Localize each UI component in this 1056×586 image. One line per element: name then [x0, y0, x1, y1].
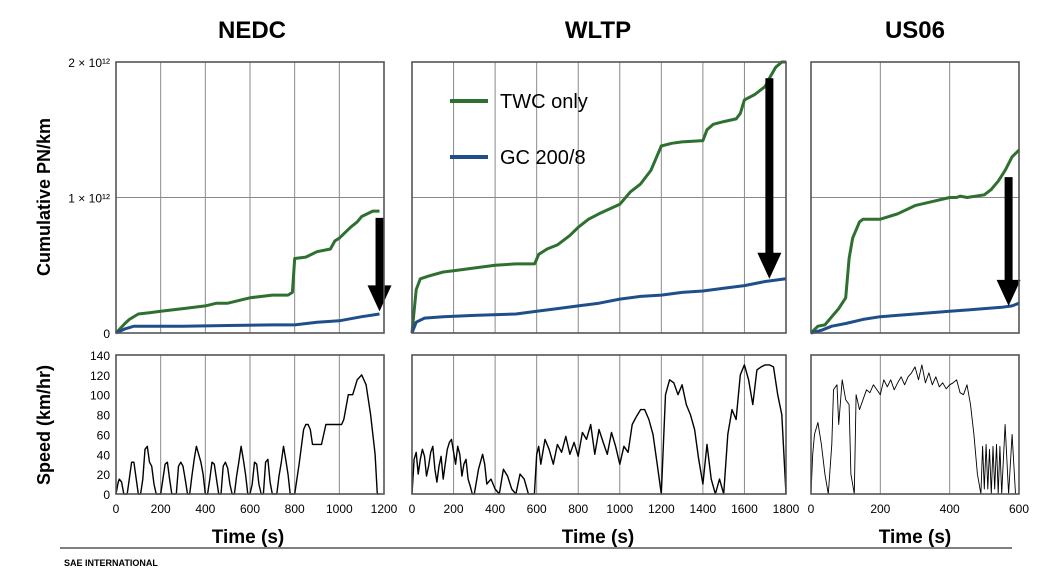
y-tick-label-bottom: 0	[103, 488, 110, 502]
reduction-arrow-head-wltp	[757, 252, 782, 279]
y-tick-label-bottom: 40	[97, 448, 111, 462]
x-tick-label-wltp: 0	[409, 502, 416, 516]
x-tick-label-wltp: 1800	[773, 502, 800, 516]
x-tick-label-wltp: 1000	[606, 502, 633, 516]
speed-trace-wltp	[411, 364, 787, 495]
top-plot-frame-wltp	[411, 61, 787, 334]
speed-trace-us06	[810, 364, 1019, 495]
bottom-plot-frame-wltp	[411, 354, 787, 495]
x-tick-label-wltp: 1400	[690, 502, 717, 516]
x-tick-label-wltp: 800	[568, 502, 588, 516]
y-tick-label-bottom: 20	[97, 468, 111, 482]
x-tick-label-nedc: 0	[113, 502, 120, 516]
x-tick-label-us06: 200	[870, 502, 890, 516]
x-tick-label-wltp: 400	[485, 502, 505, 516]
y-tick-label-top: 0	[103, 327, 110, 341]
x-tick-label-wltp: 600	[527, 502, 547, 516]
series-line-gc-200-8-wltp	[410, 277, 787, 334]
reduction-arrow-head-us06	[996, 279, 1021, 306]
y-tick-label-bottom: 80	[97, 409, 111, 423]
bottom-plot-frame-us06	[810, 354, 1020, 495]
x-axis-label-nedc: Time (s)	[212, 527, 285, 548]
y-tick-label-bottom: 100	[90, 389, 110, 403]
x-tick-label-nedc: 1000	[326, 502, 353, 516]
x-axis-label-us06: Time (s)	[879, 527, 952, 548]
panel-title-wltp: WLTP	[565, 17, 631, 44]
legend-label-twc-only: TWC only	[500, 91, 588, 113]
x-tick-label-nedc: 800	[285, 502, 305, 516]
x-tick-label-us06: 0	[808, 502, 815, 516]
y-tick-label-top: 2 × 10¹²	[68, 56, 110, 70]
legend-label-gc-200-8: GC 200/8	[500, 147, 586, 169]
top-plot-frame-us06	[810, 61, 1020, 334]
x-tick-label-us06: 600	[1009, 502, 1029, 516]
x-tick-label-nedc: 1200	[371, 502, 398, 516]
series-line-twc-only-us06	[809, 149, 1021, 335]
y-tick-label-bottom: 140	[90, 349, 110, 363]
x-tick-label-wltp: 1200	[648, 502, 675, 516]
x-tick-label-wltp: 1600	[731, 502, 758, 516]
x-axis-label-wltp: Time (s)	[562, 527, 635, 548]
series-line-twc-only-nedc	[114, 209, 380, 335]
series-line-gc-200-8-us06	[810, 301, 1020, 335]
y-tick-label-bottom: 120	[90, 369, 110, 383]
y-axis-label-speed: Speed (km/hr)	[34, 365, 54, 485]
x-tick-label-nedc: 600	[240, 502, 260, 516]
bottom-plot-frame-nedc	[115, 354, 385, 495]
footer-publisher: SAE INTERNATIONAL	[64, 558, 158, 568]
x-tick-label-nedc: 400	[195, 502, 215, 516]
x-tick-label-wltp: 200	[444, 502, 464, 516]
series-line-twc-only-wltp	[410, 60, 786, 334]
series-line-gc-200-8-nedc	[115, 312, 380, 335]
speed-trace-nedc	[115, 374, 380, 495]
reduction-arrow-head-nedc	[367, 285, 392, 312]
y-tick-label-bottom: 60	[97, 428, 111, 442]
panel-title-nedc: NEDC	[218, 17, 286, 44]
y-tick-label-top: 1 × 10¹²	[68, 192, 110, 206]
x-tick-label-nedc: 200	[151, 502, 171, 516]
plot-area: 0 200 400 600 800 1000 1200 0 200 400 600 800 1000 12…	[68, 56, 1029, 516]
x-tick-label-us06: 400	[940, 502, 960, 516]
y-axis-label-cumulative-pn: Cumulative PN/km	[34, 118, 54, 276]
top-plot-frame-nedc	[115, 61, 385, 334]
panel-title-us06: US06	[885, 17, 945, 44]
